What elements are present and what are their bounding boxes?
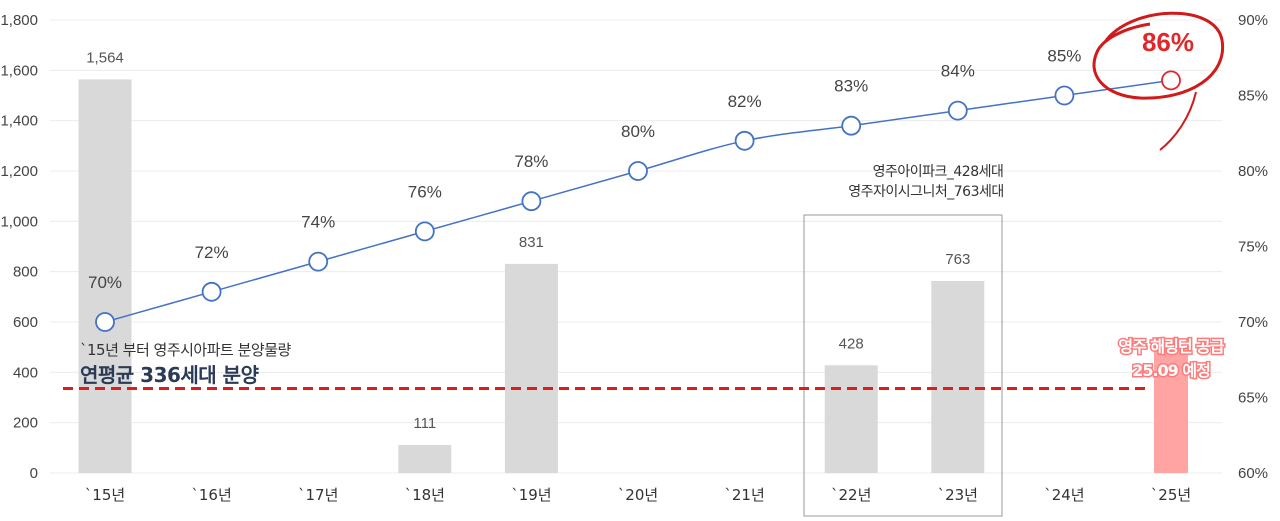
y-left-tick-label: 1,400 — [0, 113, 38, 130]
x-tick-label: `18년 — [405, 486, 445, 504]
y-left-tick-label: 200 — [13, 415, 38, 432]
bar-value-label: 831 — [519, 234, 544, 251]
supply-note-line1: 영주 해링턴 공급 — [1118, 337, 1224, 356]
bars — [78, 79, 1188, 473]
line-point — [1054, 85, 1075, 106]
box-annotation-line1: 영주아이파크_428세대 — [873, 164, 1004, 180]
bar-value-labels: 1,564 111 831 428 763 — [86, 49, 970, 432]
bar — [504, 263, 558, 473]
line-point-label: 74% — [301, 213, 335, 232]
line-point-label: 84% — [941, 62, 975, 81]
bar — [1154, 347, 1188, 473]
line-point — [308, 251, 329, 272]
highlight-value: 86% — [1142, 27, 1194, 57]
bar — [78, 79, 132, 473]
x-tick-label: `15년 — [85, 486, 125, 504]
x-tick-label: `19년 — [511, 486, 551, 504]
x-tick-label: `23년 — [938, 486, 978, 504]
y-right-tick-label: 90% — [1238, 12, 1268, 29]
line-point — [628, 161, 648, 181]
supply-note-line2: 25.09 예정 — [1132, 361, 1210, 380]
x-tick-label: `22년 — [831, 486, 871, 504]
y-left-tick-label: 400 — [13, 364, 38, 381]
x-tick-label: `25년 — [1151, 486, 1191, 504]
bar-value-label: 111 — [413, 415, 436, 432]
x-tick-label: `16년 — [191, 486, 231, 504]
bar — [931, 280, 985, 473]
x-axis-ticks: `15년 `16년 `17년 `18년 `19년 `20년 `21년 `22년 `23년 `24년… — [85, 486, 1191, 504]
line-point-label: 72% — [195, 243, 229, 262]
line-point — [201, 281, 222, 302]
line-point — [521, 191, 542, 212]
average-note-line2: 연평균 336세대 분양 — [80, 363, 260, 387]
y-left-tick-label: 1,600 — [0, 62, 38, 79]
y-right-tick-label: 70% — [1238, 314, 1268, 331]
line-point — [734, 130, 755, 151]
line-point — [841, 115, 862, 136]
bar-value-label: 763 — [945, 251, 970, 268]
line-point — [1161, 70, 1181, 91]
y-left-tick-label: 600 — [13, 314, 38, 331]
bar-value-label: 428 — [839, 335, 864, 352]
right-axis-ticks: 60% 65% 70% 75% 80% 85% 90% — [1238, 12, 1268, 482]
line-point — [414, 221, 435, 242]
line-point-label: 83% — [834, 77, 868, 96]
highlight-circle-tail — [1159, 91, 1197, 151]
line-point — [95, 312, 115, 332]
bar-value-label: 1,564 — [86, 49, 124, 66]
line-point-label: 70% — [88, 273, 122, 292]
x-tick-label: `24년 — [1044, 486, 1084, 504]
left-axis-ticks: 0 200 400 600 800 1,000 1,200 1,400 1,600 1,800 — [0, 12, 38, 482]
y-right-tick-label: 65% — [1238, 390, 1268, 407]
occupancy-line — [104, 79, 1172, 323]
y-left-tick-label: 1,000 — [0, 213, 38, 230]
line-point-label: 78% — [514, 152, 548, 171]
average-note-line1: `15년 부터 영주시아파트 분양물량 — [80, 341, 291, 359]
line-point-labels: 70% 72% 74% 76% 78% 80% 82% 83% 84% 85% — [88, 47, 1081, 293]
bar — [398, 445, 452, 473]
y-right-tick-label: 60% — [1238, 465, 1268, 482]
line-point-label: 76% — [408, 182, 442, 201]
box-annotation-line2: 영주자이시그니처_763세대 — [848, 184, 1004, 200]
y-left-tick-label: 0 — [30, 465, 38, 482]
y-right-tick-label: 80% — [1238, 163, 1268, 180]
x-tick-label: `17년 — [298, 486, 338, 504]
bar — [824, 365, 878, 473]
line-point-label: 82% — [728, 92, 762, 111]
y-right-tick-label: 75% — [1238, 239, 1268, 256]
x-tick-label: `20년 — [618, 486, 658, 504]
line-points — [95, 70, 1181, 332]
y-left-tick-label: 1,800 — [0, 12, 38, 29]
highlight-circle — [1092, 11, 1225, 100]
y-left-tick-label: 1,200 — [0, 163, 38, 180]
highlight-box — [803, 214, 1003, 517]
y-right-tick-label: 85% — [1238, 88, 1268, 105]
y-left-tick-label: 800 — [13, 264, 38, 281]
x-tick-label: `21년 — [724, 486, 764, 504]
line-point-label: 85% — [1047, 47, 1081, 66]
line-point — [947, 100, 968, 121]
gridlines — [50, 19, 1222, 474]
line-point-label: 80% — [621, 122, 655, 141]
